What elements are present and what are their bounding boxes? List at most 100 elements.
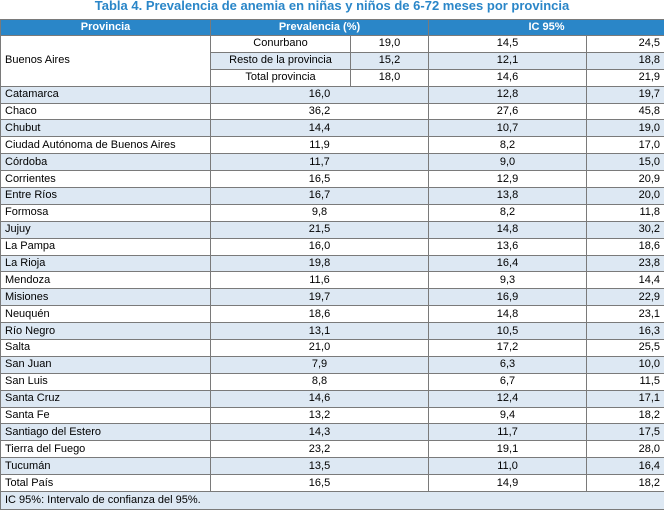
table-row: Total provincia 18,0 14,6 21,9: [1, 68, 664, 87]
table-row: Neuquén 18,6 14,8 23,1: [0, 305, 664, 324]
header-provincia: Provincia: [0, 19, 211, 36]
province-cell: Neuquén: [0, 305, 211, 324]
table-row: Buenos Aires Conurbano 19,0 14,5 24,5: [0, 35, 664, 87]
ic-high-cell: 17,5: [586, 423, 664, 442]
ic-low-cell: 9,4: [428, 406, 588, 425]
table-row: Córdoba 11,7 9,0 15,0: [0, 153, 664, 172]
ic-high-cell: 18,8: [586, 51, 664, 70]
ic-low-cell: 9,3: [428, 271, 588, 290]
ic-low-cell: 16,4: [428, 254, 588, 273]
prevalence-cell: 18,0: [349, 68, 430, 87]
table-row: Santa Fe 13,2 9,4 18,2: [0, 406, 664, 425]
prevalence-cell: 14,6: [209, 389, 430, 408]
prevalence-cell: 19,0: [349, 35, 430, 53]
province-cell: Corrientes: [0, 170, 211, 189]
ic-low-cell: 6,3: [428, 355, 588, 374]
table-row: Corrientes 16,5 12,9 20,9: [0, 170, 664, 189]
prevalence-cell: 13,5: [209, 457, 430, 476]
ic-high-cell: 19,0: [586, 119, 664, 138]
ic-low-cell: 11,7: [428, 423, 588, 442]
ic-high-cell: 25,5: [586, 339, 664, 357]
subregion-cell: Total provincia: [210, 68, 351, 87]
ic-low-cell: 14,8: [428, 305, 588, 324]
ic-high-cell: 18,6: [586, 237, 664, 256]
ic-high-cell: 23,8: [586, 254, 664, 273]
prevalence-cell: 19,7: [209, 288, 430, 307]
ic-low-cell: 14,6: [428, 68, 588, 87]
ic-high-cell: 16,3: [586, 322, 664, 341]
prevalence-cell: 16,0: [209, 237, 430, 256]
prevalence-cell: 21,0: [209, 339, 430, 357]
table-row: Ciudad Autónoma de Buenos Aires 11,9 8,2 17…: [0, 136, 664, 155]
ic-low-cell: 10,7: [428, 119, 588, 138]
prevalence-cell: 7,9: [209, 355, 430, 374]
ic-high-cell: 45,8: [586, 102, 664, 121]
prevalence-cell: 18,6: [209, 305, 430, 324]
prevalence-cell: 14,4: [209, 119, 430, 138]
ic-high-cell: 23,1: [586, 305, 664, 324]
table-row: Resto de la provincia 15,2 12,1 18,8: [1, 51, 664, 70]
prevalence-cell: 15,2: [349, 51, 430, 70]
prevalence-cell: 16,5: [209, 170, 430, 189]
province-cell: Tucumán: [0, 457, 211, 476]
province-cell: Santa Fe: [0, 406, 211, 425]
prevalence-cell: 14,3: [209, 423, 430, 442]
province-cell: San Juan: [0, 355, 211, 374]
footnote-row: IC 95%: Intervalo de confianza del 95%.: [0, 491, 664, 511]
province-cell: Chubut: [0, 119, 211, 138]
ic-low-cell: 8,2: [428, 203, 588, 222]
table-row: Entre Ríos 16,7 13,8 20,0: [0, 187, 664, 205]
table-row: Santiago del Estero 14,3 11,7 17,5: [0, 423, 664, 442]
ic-high-cell: 11,5: [586, 372, 664, 391]
table-row: La Pampa 16,0 13,6 18,6: [0, 237, 664, 256]
ic-low-cell: 16,9: [428, 288, 588, 307]
table-row: Total País 16,5 14,9 18,2: [0, 474, 664, 493]
table-row: La Rioja 19,8 16,4 23,8: [0, 254, 664, 273]
table-row: Catamarca 16,0 12,8 19,7: [0, 85, 664, 104]
ic-low-cell: 13,6: [428, 237, 588, 256]
province-cell: Córdoba: [0, 153, 211, 172]
ic-high-cell: 11,8: [586, 203, 664, 222]
table-row: Jujuy 21,5 14,8 30,2: [0, 220, 664, 239]
table-row: Tierra del Fuego 23,2 19,1 28,0: [0, 440, 664, 459]
ic-high-cell: 28,0: [586, 440, 664, 459]
ic-low-cell: 27,6: [428, 102, 588, 121]
subregion-cell: Conurbano: [210, 35, 351, 53]
header-prevalencia: Prevalencia (%): [209, 19, 430, 36]
table-row: San Luis 8,8 6,7 11,5: [0, 372, 664, 391]
ic-low-cell: 6,7: [428, 372, 588, 391]
ic-low-cell: 14,5: [428, 35, 588, 53]
subregion-cell: Resto de la provincia: [210, 51, 351, 70]
table-row: Formosa 9,8 8,2 11,8: [0, 203, 664, 222]
province-cell: Total País: [0, 474, 211, 493]
table-row: Chaco 36,2 27,6 45,8: [0, 102, 664, 121]
province-cell: Ciudad Autónoma de Buenos Aires: [0, 136, 211, 155]
ic-low-cell: 17,2: [428, 339, 588, 357]
province-cell: Río Negro: [0, 322, 211, 341]
table-row: Río Negro 13,1 10,5 16,3: [0, 322, 664, 341]
prevalence-cell: 9,8: [209, 203, 430, 222]
province-cell: Mendoza: [0, 271, 211, 290]
prevalence-cell: 16,7: [209, 187, 430, 205]
ic-high-cell: 10,0: [586, 355, 664, 374]
province-cell: La Pampa: [0, 237, 211, 256]
table-row: Tucumán 13,5 11,0 16,4: [0, 457, 664, 476]
table-row: Mendoza 11,6 9,3 14,4: [0, 271, 664, 290]
ic-high-cell: 20,9: [586, 170, 664, 189]
ic-low-cell: 14,8: [428, 220, 588, 239]
ic-high-cell: 14,4: [586, 271, 664, 290]
ic-low-cell: 12,9: [428, 170, 588, 189]
header-row: Provincia Prevalencia (%) IC 95%: [0, 19, 664, 36]
prevalence-cell: 8,8: [209, 372, 430, 391]
ic-low-cell: 10,5: [428, 322, 588, 341]
prevalence-cell: 21,5: [209, 220, 430, 239]
ic-high-cell: 18,2: [586, 474, 664, 493]
prevalence-cell: 11,9: [209, 136, 430, 155]
ic-low-cell: 12,8: [428, 85, 588, 104]
ic-high-cell: 19,7: [586, 85, 664, 104]
table-row: Chubut 14,4 10,7 19,0: [0, 119, 664, 138]
province-cell: Formosa: [0, 203, 211, 222]
prevalence-cell: 36,2: [209, 102, 430, 121]
ic-low-cell: 9,0: [428, 153, 588, 172]
ic-high-cell: 18,2: [586, 406, 664, 425]
